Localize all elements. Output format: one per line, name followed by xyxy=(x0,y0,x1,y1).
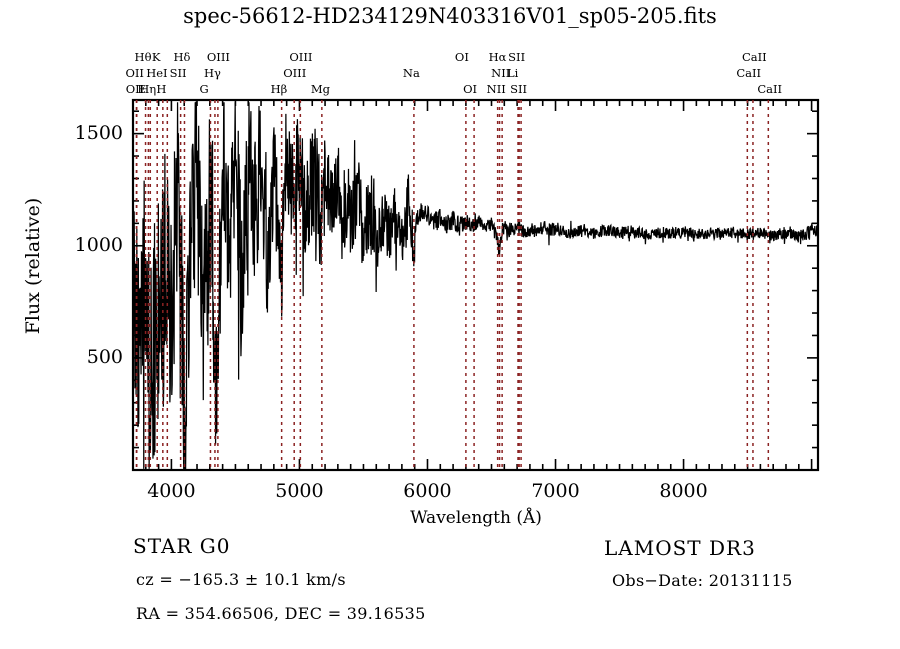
x-tick-label: 6000 xyxy=(403,480,452,502)
survey-name-text: LAMOST DR3 xyxy=(604,536,756,560)
x-tick-label: 7000 xyxy=(531,480,580,502)
spectral-line-label: Hα xyxy=(488,50,507,64)
spectral-line-label: OIII xyxy=(206,50,230,64)
x-axis-label: Wavelength (Å) xyxy=(410,508,542,528)
spectral-line-label: OI xyxy=(454,50,469,64)
figure-title: spec-56612-HD234129N403316V01_sp05-205.f… xyxy=(183,4,717,28)
spectral-line-label: OIII xyxy=(289,50,313,64)
spectral-line-label: Hγ xyxy=(203,66,221,80)
spectral-line-label: Hη xyxy=(139,82,157,96)
spectral-line-label: Mg xyxy=(310,82,330,96)
spectral-line-label: OII xyxy=(125,66,144,80)
spectral-line-label: CaII xyxy=(741,50,767,64)
plot-frame xyxy=(131,98,820,472)
spectrum-trace xyxy=(134,101,817,469)
spectral-line-label: NII xyxy=(486,82,506,96)
spectral-line-label: Li xyxy=(507,66,519,80)
spectral-line-label: E xyxy=(137,82,146,96)
spectral-line-label: SII xyxy=(169,66,187,80)
spectral-line-label: Hθ xyxy=(134,50,152,64)
spectral-line-label: CaII xyxy=(736,66,762,80)
y-tick-label: 1000 xyxy=(74,233,123,256)
x-tick-label: 5000 xyxy=(275,480,324,502)
spectral-line-label: SII xyxy=(508,50,526,64)
spectral-line-label: Hβ xyxy=(270,82,288,96)
obs-date-text: Obs−Date: 20131115 xyxy=(612,571,793,590)
x-tick-label: 8000 xyxy=(659,480,708,502)
spectral-line-label: NII xyxy=(491,66,511,80)
spectral-line-label: OII xyxy=(125,82,145,96)
spectral-line-markers xyxy=(135,100,770,470)
spectral-line-label: H xyxy=(156,82,167,96)
spectral-line-label: OI xyxy=(463,82,478,96)
spectral-line-label: CaII xyxy=(757,82,783,96)
spectral-line-label: Na xyxy=(402,66,420,80)
spectral-line-label: HeI xyxy=(146,66,168,80)
spectral-line-label: SII xyxy=(510,82,528,96)
coordinates-text: RA = 354.66506, DEC = 39.16535 xyxy=(136,604,426,623)
redshift-velocity-text: cz = −165.3 ± 10.1 km/s xyxy=(136,570,346,589)
spectral-line-label: OIII xyxy=(283,66,307,80)
y-tick-label: 500 xyxy=(86,345,123,368)
spectral-line-label: K xyxy=(151,50,161,64)
y-tick-label: 1500 xyxy=(74,121,123,144)
spectral-line-label: G xyxy=(199,82,209,96)
object-class-text: STAR G0 xyxy=(133,534,231,558)
x-tick-label: 4000 xyxy=(147,480,196,502)
spectral-line-label: Hδ xyxy=(173,50,191,64)
